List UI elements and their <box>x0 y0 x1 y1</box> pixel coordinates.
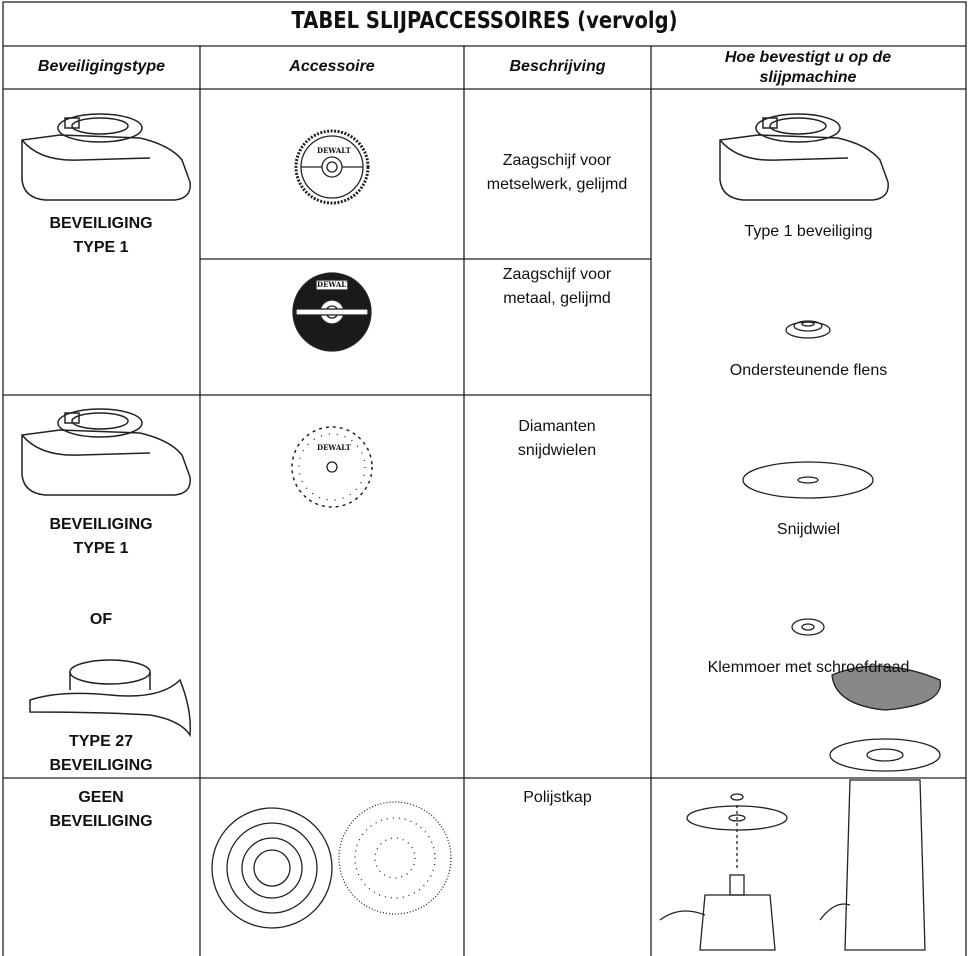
icon-part <box>57 113 143 143</box>
icon-part <box>315 279 349 291</box>
icon-part <box>64 412 80 424</box>
icon-part <box>797 476 819 484</box>
icon-part <box>226 822 318 914</box>
icon-part <box>338 801 452 915</box>
icon-part <box>354 817 436 899</box>
brand-logo: DEWALT <box>317 443 351 452</box>
polisher-icon <box>659 665 941 951</box>
icon-part <box>71 117 129 135</box>
description: Polijstkap <box>523 789 592 806</box>
description: Zaagschijf voor metaal, gelijmd <box>502 266 612 307</box>
icon-part <box>21 429 191 496</box>
masonry-disc <box>294 129 370 205</box>
guard-icon <box>21 408 191 496</box>
wheel-icon <box>742 461 874 499</box>
icon-part <box>791 618 825 636</box>
icon-part <box>21 139 151 161</box>
icon-part <box>659 910 706 921</box>
icon-part <box>69 672 151 690</box>
column-header: Hoe bevestigt u op de slijpmachine <box>724 49 892 86</box>
icon-part <box>769 117 827 135</box>
icon-part <box>844 779 926 951</box>
icon-part <box>64 117 80 129</box>
icon-part <box>831 665 941 711</box>
icon-part <box>793 320 823 332</box>
icon-part <box>801 623 815 631</box>
description: Diamanten snijdwielen <box>517 418 597 459</box>
column-header: Beveiligingstype <box>37 58 166 75</box>
icon-part <box>719 134 889 201</box>
brand-logo: DEWALT <box>317 280 351 289</box>
icon-part <box>730 793 744 801</box>
nut-icon <box>791 618 825 636</box>
icon-part <box>71 412 129 430</box>
icon-part <box>829 738 941 772</box>
icon-part <box>866 748 904 762</box>
icon-part <box>801 321 815 327</box>
icon-part <box>326 161 338 173</box>
icon-part <box>211 807 333 929</box>
description: Zaagschijf voor metselwerk, gelijmd <box>486 152 628 193</box>
metal-disc <box>292 272 372 352</box>
diamond-disc <box>291 426 373 508</box>
guard-label: GEEN BEVEILIGING <box>49 789 153 830</box>
guard-icon <box>719 113 889 201</box>
icon-part <box>291 426 373 508</box>
icon-part <box>762 117 778 129</box>
or-label: OF <box>89 611 113 628</box>
mounting-label: Type 1 beveiliging <box>744 223 873 240</box>
icon-part <box>295 308 369 316</box>
icon-part <box>69 659 151 685</box>
icon-part <box>241 837 303 899</box>
mounting-label: Ondersteunende flens <box>729 362 888 379</box>
guard-label: BEVEILIGING TYPE 1 <box>49 516 153 557</box>
icon-part <box>819 903 851 921</box>
icon-part <box>253 849 291 887</box>
icon-part <box>755 113 841 143</box>
mounting-label: Klemmoer met schroefdraad <box>707 659 910 676</box>
icon-part <box>294 129 370 205</box>
icon-part <box>57 408 143 438</box>
guard-type27-icon <box>29 659 192 738</box>
icon-part <box>374 837 416 879</box>
icon-part <box>699 894 776 951</box>
icon-part <box>21 434 151 456</box>
guard-label: TYPE 27 BEVEILIGING <box>49 733 153 774</box>
icon-part <box>298 433 366 501</box>
mounting-label: Snijdwiel <box>776 521 841 538</box>
pad-icon <box>211 801 452 929</box>
guard-icon <box>21 113 191 201</box>
icon-part <box>785 321 831 339</box>
icon-part <box>729 874 745 896</box>
table-title: TABEL SLIJPACCESSOIRES (vervolg) <box>291 8 678 34</box>
column-header: Accessoire <box>289 58 375 75</box>
guard-label: BEVEILIGING TYPE 1 <box>49 215 153 256</box>
icon-part <box>742 461 874 499</box>
icon-part <box>29 678 192 738</box>
column-header: Beschrijving <box>509 58 606 75</box>
icon-part <box>728 814 746 822</box>
icon-part <box>21 134 191 201</box>
brand-logo: DEWALT <box>317 146 351 155</box>
icon-part <box>719 139 849 161</box>
icon-part <box>326 461 338 473</box>
flange-icon <box>785 320 831 339</box>
